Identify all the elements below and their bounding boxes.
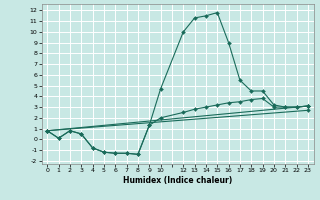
X-axis label: Humidex (Indice chaleur): Humidex (Indice chaleur) <box>123 176 232 185</box>
